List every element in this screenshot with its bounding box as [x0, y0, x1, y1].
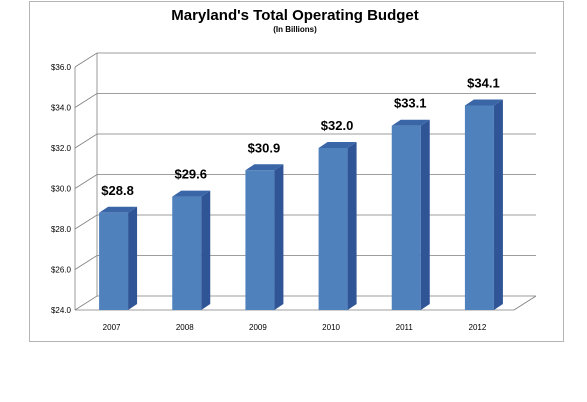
bar-side [128, 206, 138, 310]
bar-side [493, 99, 503, 310]
y-tick-label: $28.0 [51, 225, 72, 234]
x-tick-label: 2010 [322, 323, 340, 332]
y-axis-ticks: $24.0 $26.0 $28.0 $30.0 $32.0 $34.0 $36.0 [51, 63, 72, 315]
y-tick-label: $32.0 [51, 144, 72, 153]
bar-front [99, 212, 129, 310]
bar [245, 164, 284, 310]
x-tick-label: 2008 [176, 323, 194, 332]
bar-side [420, 119, 430, 310]
data-label: $33.1 [394, 96, 427, 111]
data-label: $29.6 [174, 167, 207, 182]
y-tick-label: $34.0 [51, 104, 72, 113]
x-axis-ticks: 2007 2008 2009 2010 2011 2012 [103, 323, 487, 332]
bar-side [347, 142, 357, 310]
bar [391, 119, 430, 310]
x-tick-label: 2011 [396, 323, 414, 332]
bar-top [391, 119, 430, 126]
bar [464, 99, 503, 310]
bar-front [245, 170, 275, 310]
bar-side [274, 164, 284, 310]
y-tick-label: $36.0 [51, 63, 72, 72]
bar-side [201, 190, 211, 310]
data-labels: $28.8 $29.6 $30.9 $32.0 $33.1 $34.1 [101, 75, 499, 197]
data-label: $34.1 [467, 75, 500, 90]
bar-top [245, 164, 284, 171]
bar-front [318, 148, 348, 310]
bars [99, 99, 503, 310]
x-tick-label: 2012 [469, 323, 487, 332]
bar [172, 190, 211, 310]
chart-title: Maryland's Total Operating Budget [171, 7, 418, 24]
bar-top [318, 142, 357, 148]
y-tick-label: $24.0 [51, 306, 72, 315]
bar-front [464, 105, 494, 310]
y-tick-label: $30.0 [51, 185, 72, 194]
data-label: $30.9 [248, 140, 281, 155]
bar-top [99, 206, 138, 213]
data-label: $28.8 [101, 183, 134, 198]
y-tick-label: $26.0 [51, 266, 72, 275]
bar-front [391, 125, 421, 310]
bar [318, 142, 357, 310]
gridline [74, 52, 536, 68]
floor-side-edge [513, 295, 537, 311]
data-label: $32.0 [321, 118, 354, 133]
chart-subtitle: (In Billions) [273, 25, 317, 34]
bar-front [172, 196, 202, 310]
x-tick-label: 2007 [103, 323, 121, 332]
gridlines [74, 52, 537, 311]
bar-top [464, 99, 503, 106]
bar [99, 206, 138, 310]
x-tick-label: 2009 [249, 323, 267, 332]
bar-top [172, 190, 211, 197]
